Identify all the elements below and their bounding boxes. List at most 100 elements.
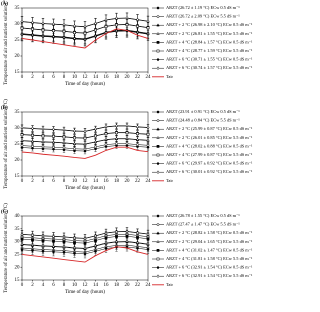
marker: [94, 145, 97, 149]
x-tick-label: 18: [114, 75, 120, 80]
y-tick-label: 35: [15, 110, 21, 115]
legend-label: ARZT (23.91 ± 0.91 °C) ECw 0.5 dS m⁻¹: [166, 109, 240, 114]
legend-label: ARZT + 6 °C (30.71 ± 1.55 °C) ECw 0.5 dS…: [166, 57, 253, 62]
x-tick-label: 10: [72, 75, 78, 80]
marker: [20, 232, 24, 237]
legend-label: ARZT (24.48 ± 0.84 °C) ECw 5.5 dS m⁻¹: [166, 118, 240, 123]
marker: [31, 144, 34, 148]
x-tick-label: 16: [104, 75, 110, 80]
marker: [156, 274, 160, 279]
marker: [146, 19, 150, 23]
x-tick-label: 16: [104, 179, 110, 184]
legend-label: ARZT + 2 °C (28.82 ± 1.58 °C) ECw 0.5 dS…: [166, 230, 253, 235]
x-tick-label: 0: [21, 283, 24, 288]
marker: [94, 234, 97, 238]
marker: [104, 132, 108, 136]
marker: [135, 137, 140, 141]
x-tick-label: 20: [125, 179, 131, 184]
marker: [20, 138, 24, 142]
marker: [83, 24, 87, 29]
legend-label: Tair: [166, 178, 174, 183]
marker: [115, 16, 118, 21]
marker: [72, 36, 77, 40]
marker: [62, 140, 66, 144]
marker: [114, 239, 119, 243]
marker: [146, 31, 150, 35]
marker: [73, 136, 76, 140]
marker: [135, 30, 140, 34]
x-tick-label: 6: [52, 75, 55, 80]
y-tick-label: 25: [15, 142, 21, 147]
marker: [83, 246, 87, 250]
marker: [94, 127, 97, 131]
marker: [52, 134, 55, 138]
y-tick-label: 15: [15, 70, 21, 75]
marker: [31, 126, 34, 131]
x-tick-label: 14: [93, 179, 99, 184]
marker: [104, 25, 108, 28]
marker: [41, 28, 45, 32]
marker: [41, 139, 45, 143]
x-tick-label: 4: [42, 179, 45, 184]
marker: [156, 214, 160, 218]
marker: [20, 26, 24, 30]
marker: [83, 129, 87, 134]
marker: [114, 136, 119, 140]
marker: [41, 34, 45, 37]
marker: [115, 142, 118, 146]
legend-label: Tair: [166, 74, 174, 79]
marker: [156, 110, 160, 114]
marker: [41, 145, 45, 149]
marker: [136, 231, 139, 235]
x-tick-label: 22: [135, 75, 141, 80]
x-tick-label: 2: [31, 283, 34, 288]
marker: [115, 23, 118, 27]
x-tick-label: 0: [21, 75, 24, 80]
marker: [156, 119, 160, 122]
marker: [62, 146, 66, 150]
marker: [115, 230, 118, 234]
marker: [104, 124, 108, 129]
legend-label: ARZT + 4 °C (28.02 ± 0.88 °C) ECw 0.5 dS…: [166, 143, 253, 148]
marker: [73, 236, 76, 240]
marker: [94, 21, 97, 26]
marker: [146, 26, 150, 30]
legend-label: ARZT + 6 °C (30.01 ± 0.92 °C) ECw 5.5 dS…: [166, 169, 253, 174]
marker: [115, 131, 118, 135]
marker: [156, 161, 160, 166]
marker: [52, 22, 55, 26]
marker: [41, 234, 45, 238]
marker: [136, 17, 139, 22]
marker: [104, 241, 108, 245]
marker: [94, 134, 97, 138]
series-line: [21, 28, 149, 49]
x-tick-label: 6: [52, 179, 55, 184]
legend-label: ARZT + 4 °C (28.77 ± 1.59 °C) ECw 5.5 dS…: [166, 48, 253, 53]
marker: [156, 153, 160, 157]
y-tick-label: 30: [15, 126, 21, 131]
marker: [31, 20, 34, 25]
x-axis-title: Time of day (hours): [65, 290, 105, 295]
marker: [156, 31, 160, 35]
legend-label: ARZT (26.72 ± 2.09 °C) ECw 5.5 dS m⁻¹: [166, 14, 240, 19]
panel-label: (B): [1, 106, 8, 111]
marker: [156, 170, 160, 175]
marker: [156, 145, 160, 148]
legend-label: ARZT + 4 °C (27.99 ± 0.87 °C) ECw 5.5 dS…: [166, 152, 253, 157]
marker: [30, 139, 35, 143]
marker: [30, 243, 35, 247]
marker: [156, 223, 160, 226]
marker: [125, 239, 129, 243]
marker: [41, 243, 45, 247]
marker: [146, 242, 150, 246]
marker: [104, 143, 108, 146]
marker: [156, 49, 160, 53]
marker: [62, 135, 66, 139]
marker: [156, 249, 160, 252]
marker: [72, 245, 77, 249]
marker: [83, 136, 87, 140]
legend-label: ARZT + 6 °C (32.91 ± 1.54 °C) ECw 5.5 dS…: [166, 273, 253, 278]
marker: [93, 34, 98, 37]
marker: [104, 17, 108, 22]
marker: [62, 128, 66, 132]
